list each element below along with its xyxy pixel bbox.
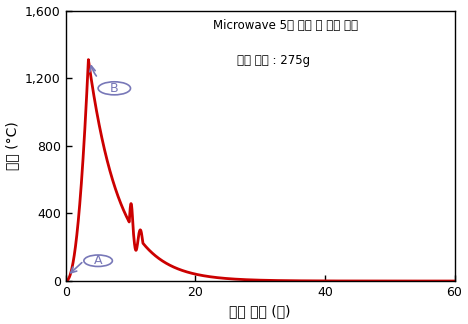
Y-axis label: 온도 (°C): 온도 (°C) <box>6 122 20 170</box>
Text: A: A <box>94 254 102 267</box>
Text: Microwave 5분 조사 후 대기 방치: Microwave 5분 조사 후 대기 방치 <box>213 19 358 32</box>
X-axis label: 경과 시간 (분): 경과 시간 (분) <box>229 305 291 318</box>
Text: 시료 무게 : 275g: 시료 무게 : 275g <box>237 54 310 67</box>
Text: B: B <box>110 82 118 95</box>
